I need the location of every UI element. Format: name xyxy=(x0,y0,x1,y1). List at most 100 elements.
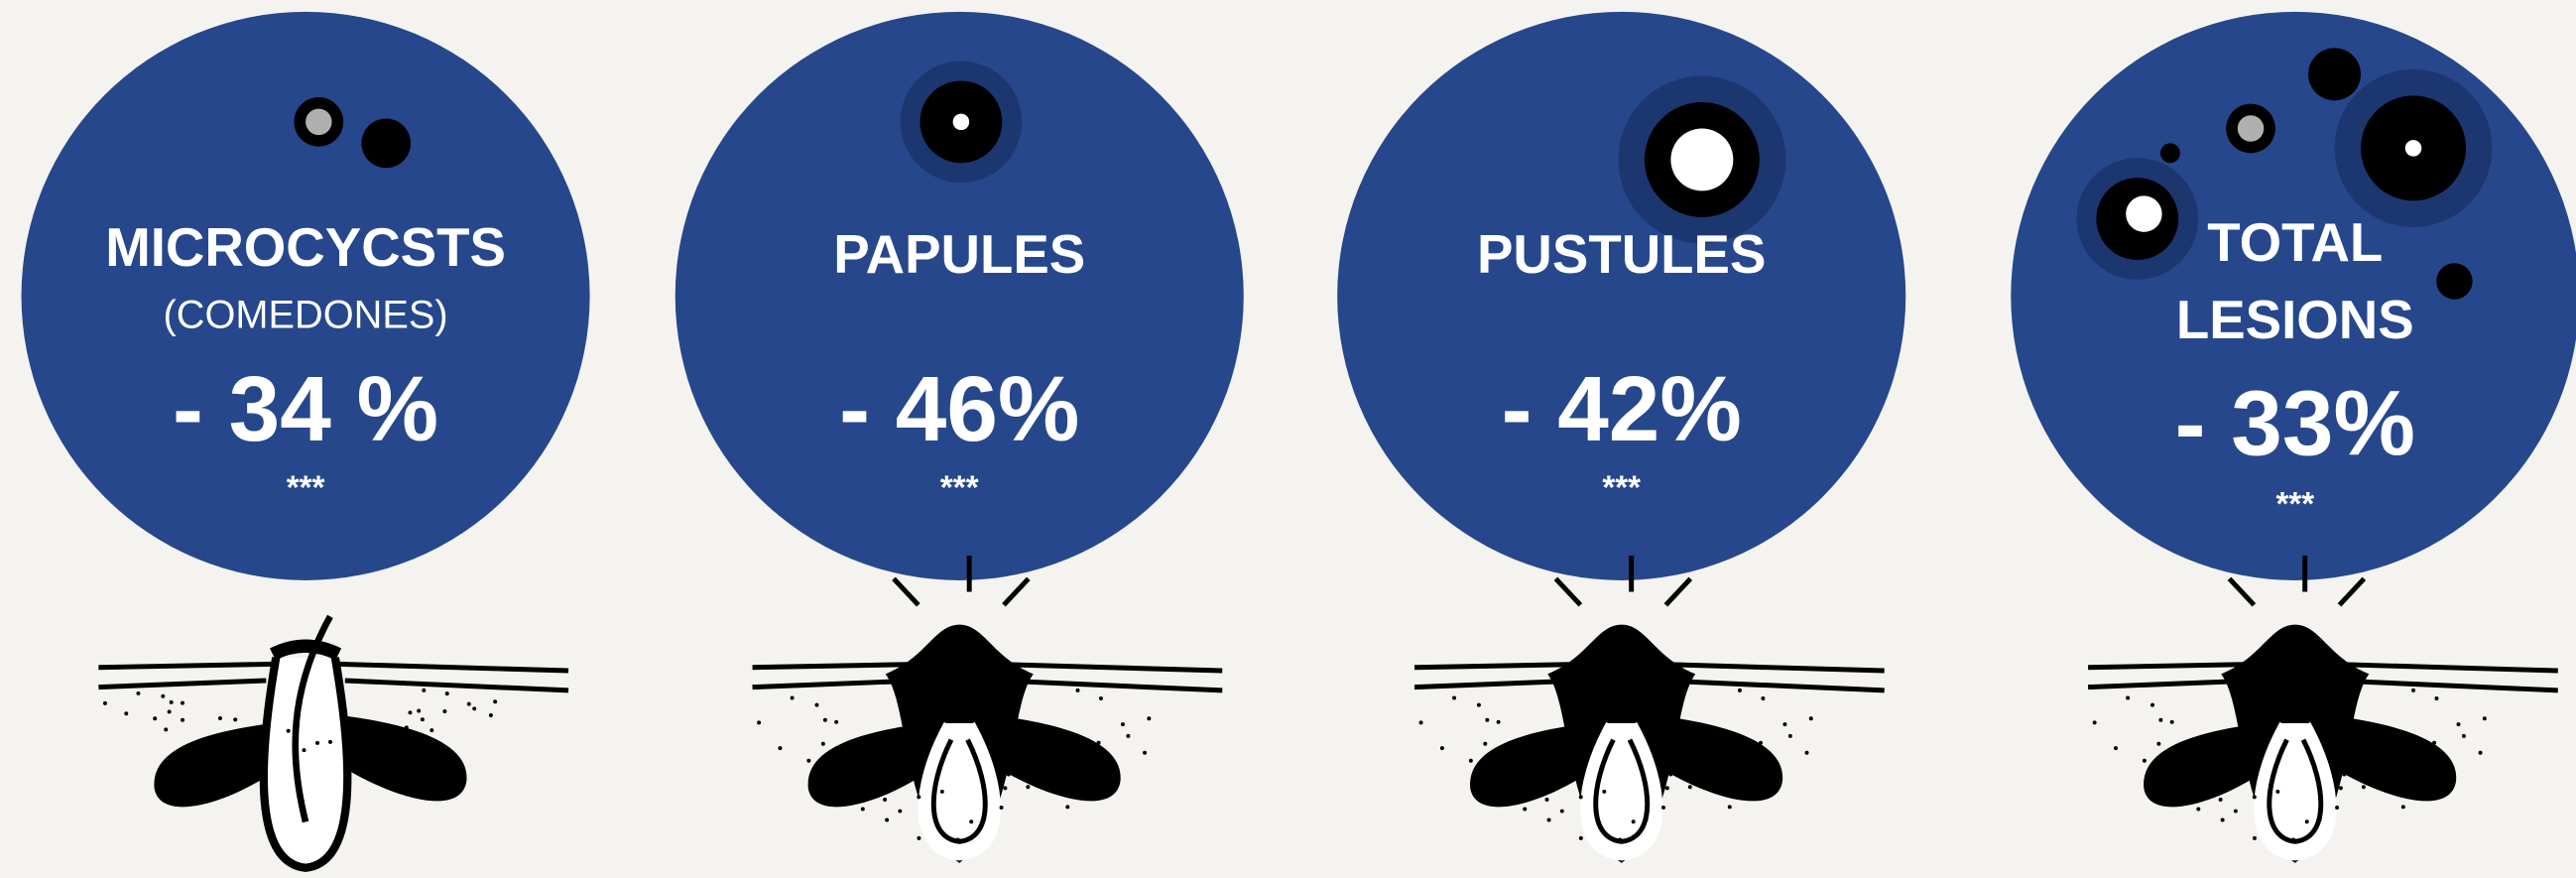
panel-significance: *** xyxy=(940,470,979,507)
stipple xyxy=(229,732,233,736)
stipple xyxy=(2196,807,2200,811)
panel-value: - 46% xyxy=(839,357,1079,460)
lesion-icon xyxy=(306,109,332,136)
stipple xyxy=(244,737,248,741)
stipple xyxy=(2158,718,2162,722)
stipple xyxy=(1761,696,1765,700)
stipple xyxy=(1497,720,1501,724)
stipple xyxy=(2221,817,2225,821)
stipple xyxy=(969,819,973,823)
stipple xyxy=(1724,744,1728,748)
stipple xyxy=(814,703,818,707)
stipple xyxy=(372,727,376,731)
stipple xyxy=(1549,762,1553,766)
stipple xyxy=(2153,787,2157,791)
stipple xyxy=(1483,742,1487,746)
follicle-wall xyxy=(264,658,347,868)
lesion-icon xyxy=(953,114,970,131)
stipple xyxy=(872,758,876,762)
stipple xyxy=(1688,785,1692,789)
stipple xyxy=(2253,836,2257,840)
stipple xyxy=(353,722,357,726)
stipple xyxy=(940,790,944,794)
stipple xyxy=(467,702,471,706)
stipple xyxy=(1440,746,1444,750)
stipple xyxy=(2401,805,2405,809)
stipple xyxy=(124,711,128,715)
stipple xyxy=(806,759,810,763)
stipple xyxy=(1782,722,1786,726)
stipple xyxy=(1062,744,1066,748)
stipple xyxy=(153,716,157,720)
stipple xyxy=(2432,741,2436,745)
stipple xyxy=(2318,817,2322,821)
stipple xyxy=(405,725,409,729)
stipple xyxy=(1026,785,1030,789)
stipple xyxy=(2223,762,2227,766)
stipple xyxy=(421,717,425,721)
stipple xyxy=(887,762,891,766)
lesion-icon xyxy=(2405,140,2422,157)
stipple xyxy=(2342,773,2346,777)
stipple xyxy=(445,691,449,695)
stipple xyxy=(1738,689,1742,692)
panel-significance: *** xyxy=(287,470,325,507)
stipple xyxy=(2275,790,2279,794)
stipple xyxy=(1805,751,1809,755)
stipple xyxy=(207,736,211,740)
stipple xyxy=(2170,720,2174,724)
stipple xyxy=(2410,761,2414,765)
stipple xyxy=(885,817,889,821)
panel-title: TOTAL xyxy=(2207,212,2383,273)
stipple xyxy=(821,742,825,746)
stipple xyxy=(287,729,291,733)
stipple xyxy=(791,695,795,699)
stipple xyxy=(1560,810,1564,814)
stipple xyxy=(1746,788,1750,792)
stipple xyxy=(1579,795,1583,799)
stipple xyxy=(1021,769,1025,773)
stipple xyxy=(2219,798,2223,802)
stipple xyxy=(170,700,174,704)
stipple xyxy=(2479,751,2483,755)
stipple xyxy=(1809,716,1813,720)
panel-title: PAPULES xyxy=(833,224,1085,285)
stipple xyxy=(2394,782,2398,786)
stipple xyxy=(2208,758,2212,762)
stipple xyxy=(1147,716,1151,720)
lesion-icon xyxy=(2160,143,2180,163)
stipple xyxy=(349,727,353,731)
stipple xyxy=(2339,786,2343,790)
stipple xyxy=(2291,837,2295,841)
stipple xyxy=(2462,734,2466,738)
stipple xyxy=(1480,787,1484,791)
stipple xyxy=(1497,763,1501,767)
stipple xyxy=(757,720,761,724)
stipple xyxy=(2305,819,2309,823)
stipple xyxy=(231,740,235,744)
stipple xyxy=(136,691,140,695)
stipple xyxy=(1632,819,1636,823)
stipple xyxy=(823,718,827,722)
stipple xyxy=(1523,807,1527,811)
stipple xyxy=(2335,806,2339,810)
stipple xyxy=(2126,695,2130,699)
stipple xyxy=(1788,734,1792,738)
stipple xyxy=(778,746,782,750)
panel-title: LESIONS xyxy=(2176,290,2414,350)
stipple xyxy=(1759,741,1763,745)
stipple xyxy=(472,706,476,710)
stipple xyxy=(1097,741,1101,745)
stipple xyxy=(1733,739,1737,743)
stipple xyxy=(1452,695,1456,699)
stipple xyxy=(1000,806,1004,810)
stipple xyxy=(161,694,165,698)
stipple xyxy=(489,713,493,717)
stipple xyxy=(345,735,349,739)
stipple xyxy=(1065,805,1069,809)
panel-value: - 33% xyxy=(2175,372,2415,475)
stipple xyxy=(2143,759,2147,763)
stipple xyxy=(1485,718,1489,722)
stipple xyxy=(417,708,421,712)
stipple xyxy=(263,731,267,735)
